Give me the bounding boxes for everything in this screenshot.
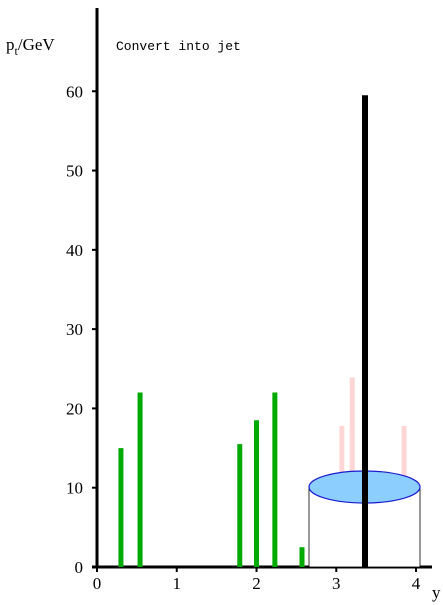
y-axis-label: pt/GeV bbox=[6, 35, 55, 58]
y-tick-label: 0 bbox=[75, 558, 84, 577]
y-tick-label: 60 bbox=[66, 82, 83, 101]
data-layer: 0 10 20 30 40 50 60 0 1 2 3 4 bbox=[66, 8, 432, 593]
y-tick-label: 10 bbox=[66, 479, 83, 498]
y-tick-label: 20 bbox=[66, 399, 83, 418]
y-tick-label: 50 bbox=[66, 162, 83, 181]
annotation: Convert into jet bbox=[116, 39, 241, 54]
x-tick-label: 2 bbox=[252, 574, 261, 593]
x-axis-label: y bbox=[432, 583, 441, 602]
x-tick-label: 1 bbox=[173, 574, 182, 593]
y-tick-label: 30 bbox=[66, 320, 83, 339]
y-tick-label: 40 bbox=[66, 241, 83, 260]
x-tick-label: 0 bbox=[93, 574, 102, 593]
x-tick-label: 4 bbox=[412, 574, 421, 593]
x-tick-label: 3 bbox=[332, 574, 341, 593]
